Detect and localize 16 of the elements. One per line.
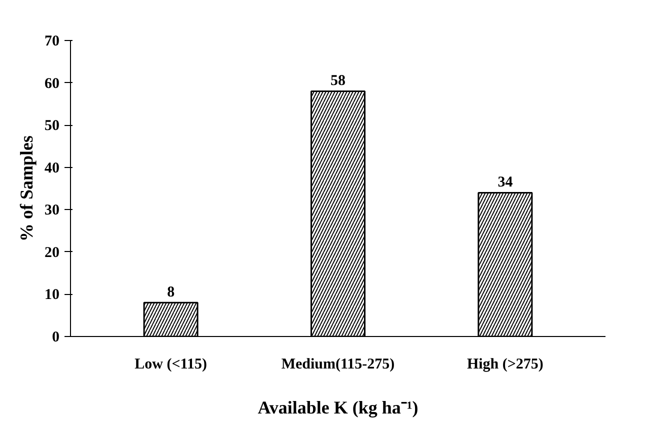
x-tick-label: Medium(115-275) — [281, 356, 395, 372]
y-tick-label: 40 — [44, 160, 60, 176]
y-tick-label: 20 — [44, 244, 60, 261]
y-tick-label: 50 — [44, 118, 60, 134]
y-tick-label: 60 — [44, 76, 60, 92]
x-axis-title: Available K (kg ha⁻¹) — [258, 398, 418, 418]
y-tick-label: 0 — [52, 330, 60, 346]
y-tick-label: 10 — [44, 287, 60, 304]
data-label: 58 — [330, 73, 346, 90]
y-axis-title: % of Samples — [16, 135, 36, 242]
data-label: 34 — [498, 174, 514, 191]
data-label: 8 — [167, 284, 175, 301]
x-tick-label: High (>275) — [466, 356, 544, 372]
y-tick-label: 30 — [44, 202, 60, 219]
y-tick-label: 70 — [44, 34, 60, 50]
x-tick-label: Low (<115) — [134, 356, 207, 372]
